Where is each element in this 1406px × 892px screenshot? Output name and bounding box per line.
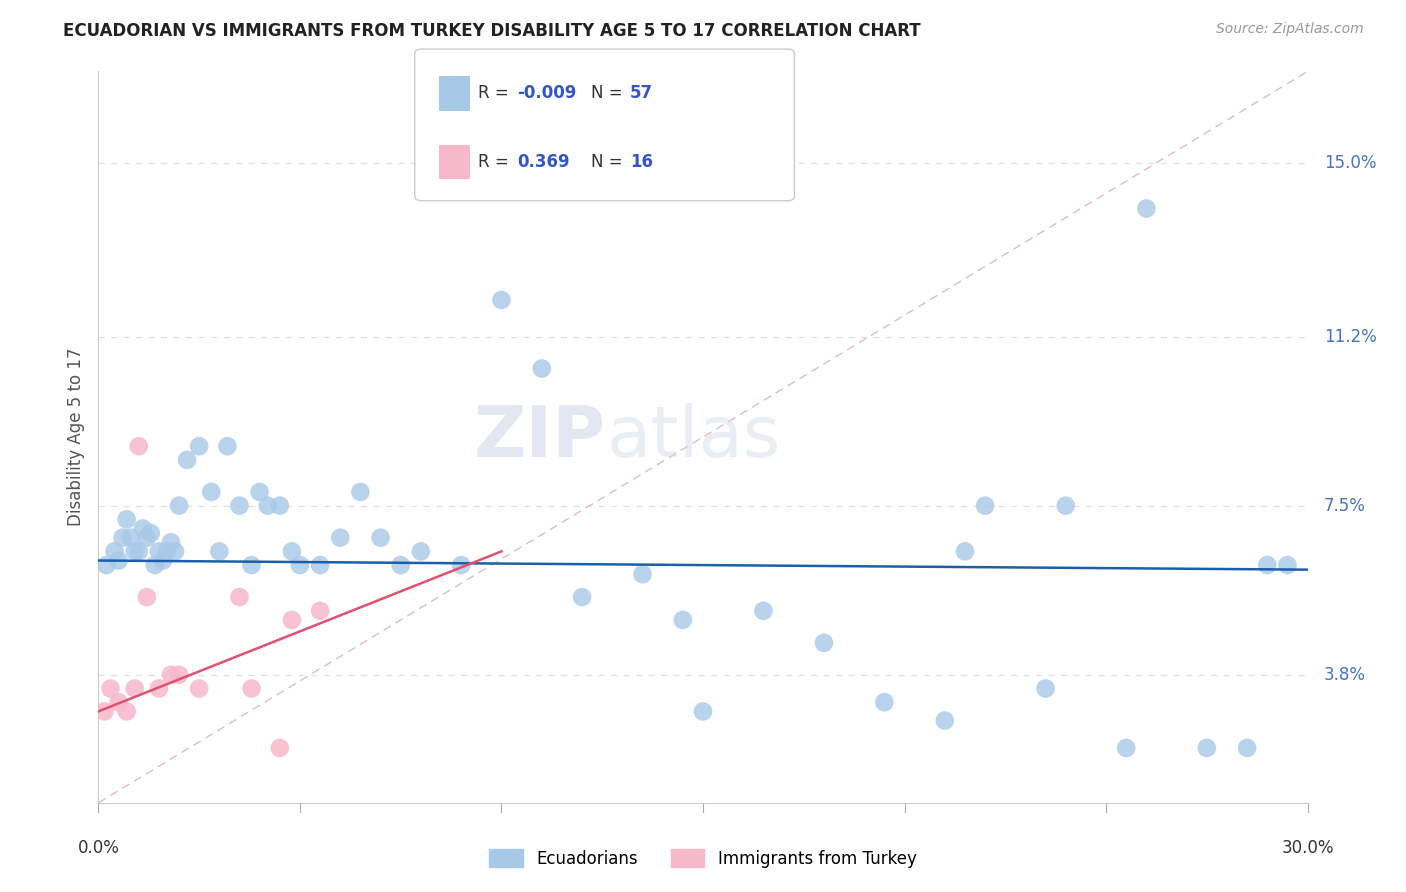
Point: [752, 604, 775, 618]
Point: [1054, 499, 1077, 513]
Text: ZIP: ZIP: [474, 402, 606, 472]
Text: 0.369: 0.369: [517, 153, 569, 171]
Point: [160, 667, 183, 681]
Point: [1195, 740, 1218, 755]
Point: [249, 485, 271, 500]
Point: [128, 544, 150, 558]
Point: [96, 558, 118, 573]
Point: [349, 485, 371, 500]
Text: 16: 16: [630, 153, 652, 171]
Point: [217, 439, 239, 453]
Point: [692, 705, 714, 719]
Point: [188, 439, 211, 453]
Text: -0.009: -0.009: [517, 85, 576, 103]
Point: [132, 521, 155, 535]
Point: [240, 558, 263, 573]
Point: [409, 544, 432, 558]
Point: [128, 439, 150, 453]
Point: [156, 544, 179, 558]
Text: N =: N =: [591, 85, 627, 103]
Point: [240, 681, 263, 696]
Point: [208, 544, 231, 558]
Text: 0.0%: 0.0%: [77, 839, 120, 857]
Point: [631, 567, 654, 582]
Text: 30.0%: 30.0%: [1281, 839, 1334, 857]
Point: [135, 590, 157, 604]
Point: [571, 590, 593, 604]
Point: [491, 293, 513, 307]
Text: R =: R =: [478, 153, 515, 171]
Point: [370, 531, 392, 545]
Point: [1035, 681, 1057, 696]
Point: [953, 544, 976, 558]
Text: 57: 57: [630, 85, 652, 103]
Point: [269, 499, 291, 513]
Point: [228, 499, 250, 513]
Point: [200, 485, 222, 500]
Point: [152, 553, 174, 567]
Point: [288, 558, 311, 573]
Point: [124, 681, 146, 696]
Point: [107, 553, 129, 567]
Point: [167, 499, 190, 513]
Text: R =: R =: [478, 85, 515, 103]
Text: 15.0%: 15.0%: [1323, 153, 1376, 172]
Point: [103, 544, 125, 558]
Point: [1256, 558, 1278, 573]
Point: [93, 705, 115, 719]
Point: [269, 740, 291, 755]
Point: [1135, 202, 1157, 216]
Point: [115, 512, 138, 526]
Point: [329, 531, 352, 545]
Text: 7.5%: 7.5%: [1323, 497, 1365, 515]
Point: [188, 681, 211, 696]
Point: [672, 613, 695, 627]
Point: [873, 695, 896, 709]
Point: [111, 531, 134, 545]
Point: [167, 667, 190, 681]
Legend: Ecuadorians, Immigrants from Turkey: Ecuadorians, Immigrants from Turkey: [489, 849, 917, 868]
Point: [115, 705, 138, 719]
Point: [176, 453, 198, 467]
Text: 11.2%: 11.2%: [1323, 327, 1376, 345]
Point: [1277, 558, 1299, 573]
Point: [974, 499, 997, 513]
Point: [228, 590, 250, 604]
Point: [813, 636, 835, 650]
Point: [135, 531, 157, 545]
Point: [100, 681, 122, 696]
Text: N =: N =: [591, 153, 627, 171]
Y-axis label: Disability Age 5 to 17: Disability Age 5 to 17: [66, 348, 84, 526]
Point: [124, 544, 146, 558]
Point: [309, 558, 332, 573]
Point: [160, 535, 183, 549]
Point: [1236, 740, 1258, 755]
Text: atlas: atlas: [606, 402, 780, 472]
Point: [120, 531, 142, 545]
Point: [143, 558, 166, 573]
Point: [530, 361, 553, 376]
Point: [163, 544, 186, 558]
Text: 3.8%: 3.8%: [1323, 665, 1365, 684]
Point: [281, 613, 304, 627]
Point: [148, 681, 170, 696]
Point: [1115, 740, 1137, 755]
Point: [139, 526, 162, 541]
Text: ECUADORIAN VS IMMIGRANTS FROM TURKEY DISABILITY AGE 5 TO 17 CORRELATION CHART: ECUADORIAN VS IMMIGRANTS FROM TURKEY DIS…: [63, 22, 921, 40]
Point: [148, 544, 170, 558]
Text: Source: ZipAtlas.com: Source: ZipAtlas.com: [1216, 22, 1364, 37]
Point: [309, 604, 332, 618]
Point: [450, 558, 472, 573]
Point: [389, 558, 412, 573]
Point: [281, 544, 304, 558]
Point: [107, 695, 129, 709]
Point: [256, 499, 278, 513]
Point: [934, 714, 956, 728]
